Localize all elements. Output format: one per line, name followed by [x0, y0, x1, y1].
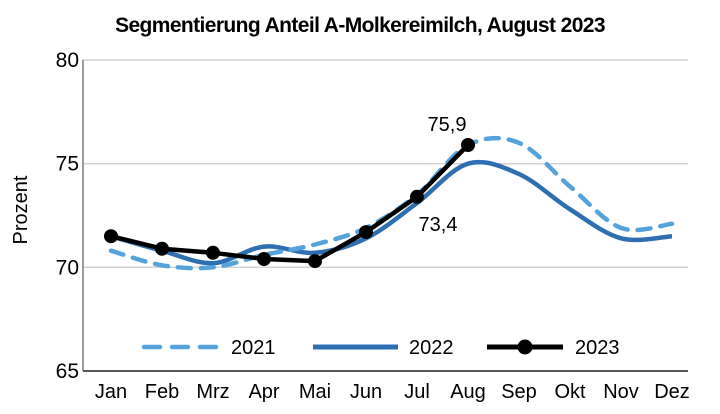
x-tick-label: Mai [299, 381, 331, 403]
series-2023-markers [104, 138, 475, 269]
legend-2022-label: 2022 [409, 337, 454, 359]
x-tick-label: Sep [501, 381, 537, 403]
data-point-2023 [155, 241, 169, 256]
data-point-2023 [104, 229, 118, 244]
annotation-jul-value: 73,4 [419, 214, 458, 236]
data-point-2023 [359, 225, 373, 240]
x-tick-label: Mrz [196, 381, 229, 403]
data-point-2023 [257, 252, 271, 266]
series-2023-line [110, 143, 470, 264]
series-2021-line [108, 135, 675, 271]
x-tick-label: Dez [654, 381, 690, 403]
y-axis-label: Prozent [10, 175, 32, 244]
chart-title: Segmentierung Anteil A-Molkereimilch, Au… [115, 14, 605, 37]
x-tick-label: Jan [95, 381, 127, 403]
annotation-aug-value: 75,9 [428, 114, 467, 136]
x-tick-label: Aug [450, 381, 486, 403]
data-point-2023 [206, 245, 220, 260]
legend: 2021 2022 2023 [141, 337, 620, 359]
y-tick-label: 70 [56, 256, 79, 279]
x-tick-label: Jul [404, 381, 430, 403]
x-tick-label: Nov [603, 381, 639, 403]
legend-2023-marker [517, 339, 533, 355]
data-point-2023 [410, 189, 424, 204]
y-tick-label: 65 [56, 360, 79, 383]
x-tick-label: Jun [350, 381, 382, 403]
legend-2021-label: 2021 [231, 337, 276, 359]
x-tick-label: Apr [248, 381, 279, 403]
series-2022-line [110, 159, 673, 266]
legend-2023-label: 2023 [575, 337, 620, 359]
y-tick-label: 75 [56, 153, 79, 176]
x-tick-label: Okt [554, 381, 586, 403]
data-point-2023 [308, 254, 322, 269]
data-point-2023 [461, 138, 475, 152]
y-tick-label: 80 [56, 49, 79, 72]
x-tick-label: Feb [145, 381, 179, 403]
